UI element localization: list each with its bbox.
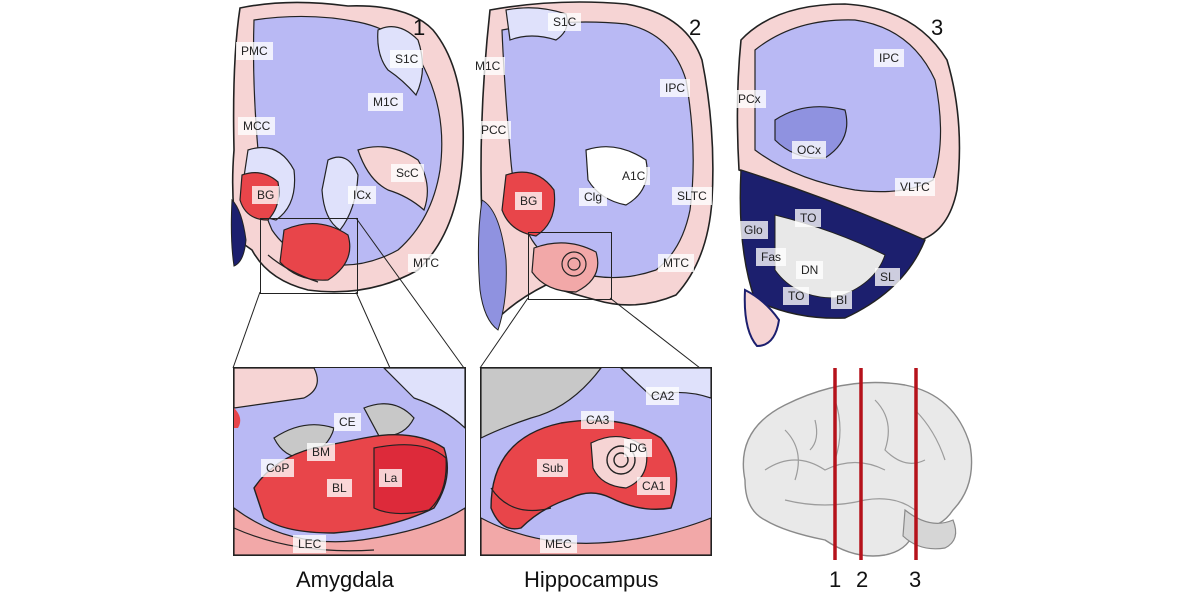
section-2-panel: 2 S1C M1C IPC PCC A1C BG Clg SLTC MTC <box>476 0 720 340</box>
section-3-panel: 3 IPC PCx OCx VLTC TO Glo Fas DN SL TO B… <box>735 0 965 350</box>
label-pmc: PMC <box>236 42 273 60</box>
section-3-number: 3 <box>931 15 944 40</box>
label-ce: CE <box>334 413 361 431</box>
label-bi: BI <box>831 291 853 309</box>
label-vltc: VLTC <box>895 178 935 196</box>
label-mtc: MTC <box>408 254 444 272</box>
label-scc: ScC <box>391 164 424 182</box>
label-to-top: TO <box>795 209 822 227</box>
label-pcc: PCC <box>476 121 512 139</box>
label-a1c: A1C <box>617 167 651 185</box>
section-1-panel: 1 PMC S1C M1C MCC ScC BG ICx MTC <box>228 0 474 300</box>
section-line-1-label: 1 <box>829 567 842 592</box>
amygdala-selection-box <box>260 218 358 294</box>
hippocampus-zoom-panel: CA2 CA3 DG Sub CA1 MEC <box>480 367 712 556</box>
section-2-drawing <box>477 1 714 331</box>
brain-lateral-view: 1 2 3 <box>725 360 985 600</box>
label-mtc: MTC <box>658 254 694 272</box>
section-lines <box>833 368 918 560</box>
hippocampus-selection-box <box>528 232 612 300</box>
section-line-3-label: 3 <box>909 567 922 592</box>
label-dg: DG <box>624 439 652 457</box>
label-ca2: CA2 <box>646 387 680 405</box>
label-bg: BG <box>252 186 280 204</box>
label-m1c: M1C <box>476 57 506 75</box>
label-sltc: SLTC <box>672 187 712 205</box>
label-pcx: PCx <box>735 90 766 108</box>
hippocampus-caption: Hippocampus <box>524 567 659 592</box>
label-fas: Fas <box>756 248 787 266</box>
label-la: La <box>379 469 403 487</box>
label-mcc: MCC <box>238 117 276 135</box>
section-line-2-label: 2 <box>856 567 869 592</box>
label-ocx: OCx <box>792 141 826 159</box>
label-bl: BL <box>327 479 352 497</box>
section-1-number: 1 <box>413 15 426 40</box>
label-ca3: CA3 <box>581 411 615 429</box>
label-bg: BG <box>515 192 543 210</box>
label-sub: Sub <box>537 459 569 477</box>
section-2-number: 2 <box>689 15 702 40</box>
label-m1c: M1C <box>368 93 404 111</box>
label-s1c: S1C <box>390 50 424 68</box>
label-ipc: IPC <box>660 79 691 97</box>
label-clg: Clg <box>579 188 608 206</box>
label-sl: SL <box>875 268 900 286</box>
label-ipc: IPC <box>874 49 905 67</box>
label-bm: BM <box>307 443 335 461</box>
label-cop: CoP <box>261 459 295 477</box>
label-dn: DN <box>796 261 824 279</box>
amygdala-caption: Amygdala <box>296 567 394 592</box>
label-s1c: S1C <box>548 13 582 31</box>
amygdala-zoom-panel: CE BM CoP BL La LEC <box>233 367 466 556</box>
label-icx: ICx <box>348 186 376 204</box>
label-lec: LEC <box>293 535 327 553</box>
label-glo: Glo <box>739 221 768 239</box>
label-ca1: CA1 <box>637 477 671 495</box>
label-mec: MEC <box>540 535 577 553</box>
label-to-bottom: TO <box>783 287 810 305</box>
